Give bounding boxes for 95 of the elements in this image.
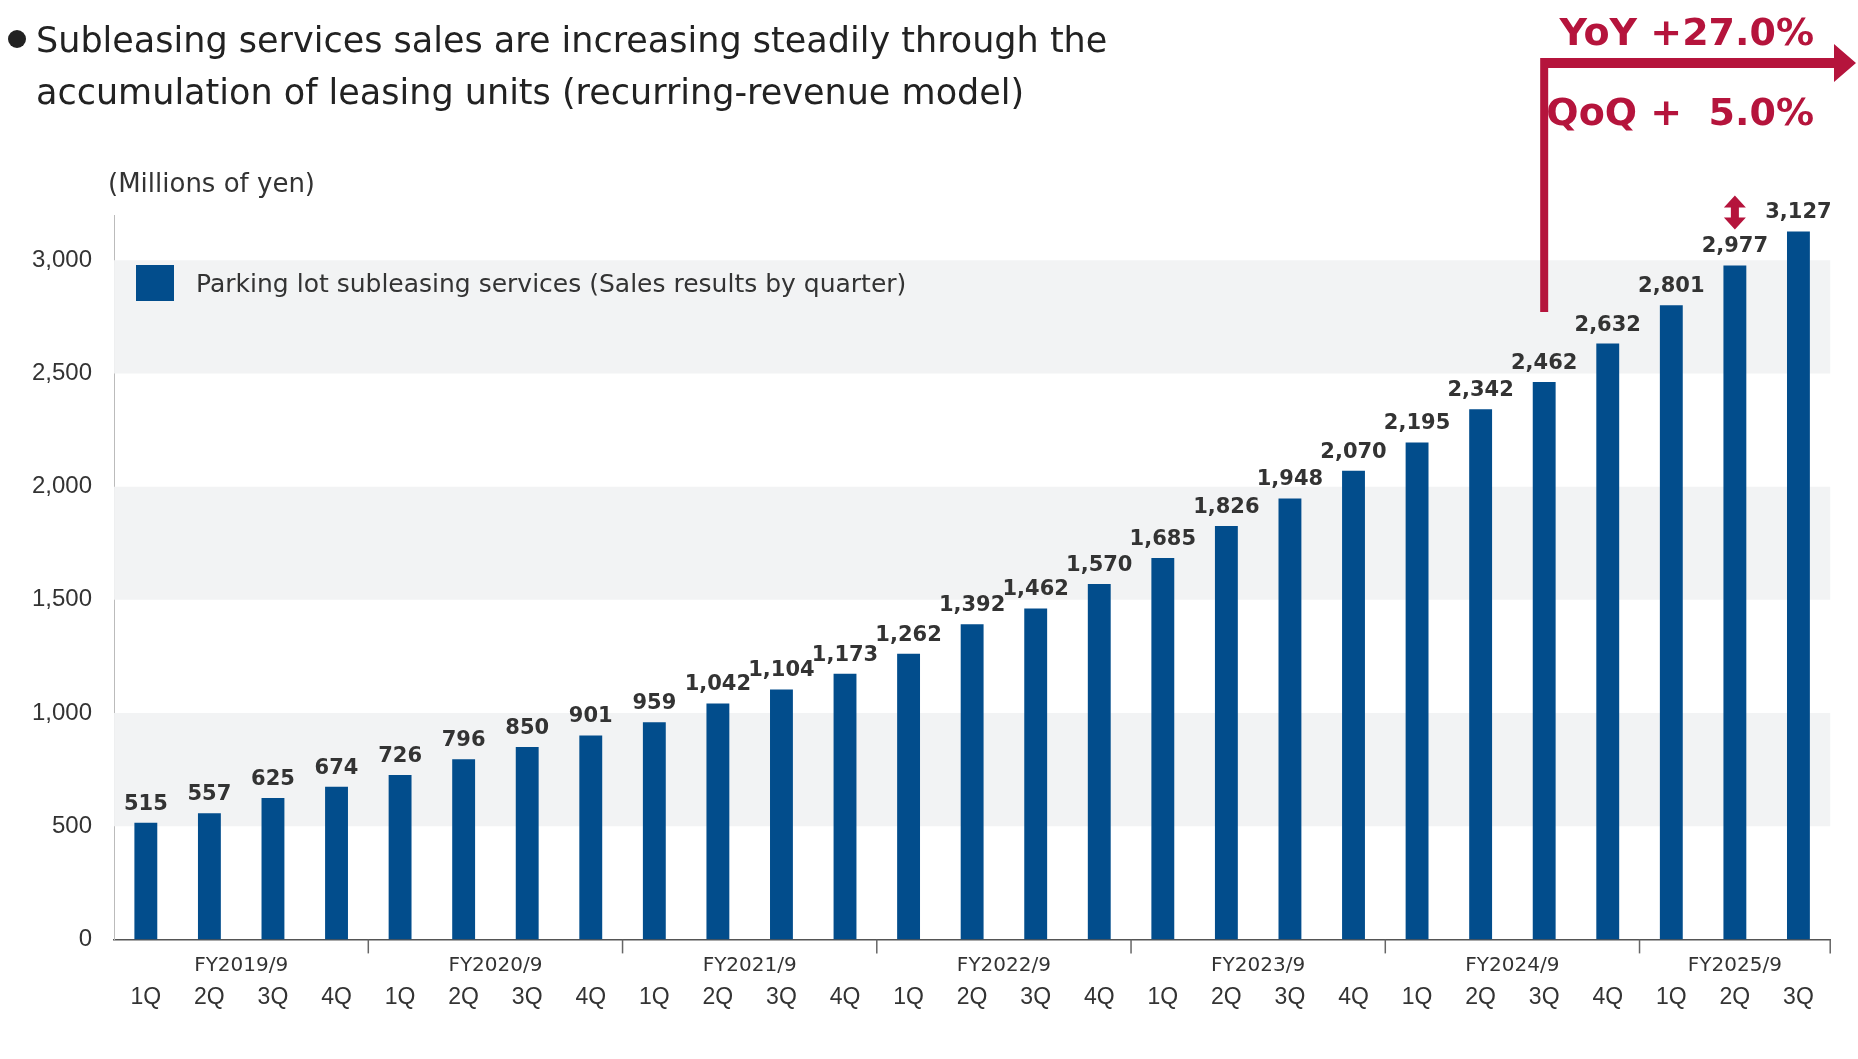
text: FY2022/9 xyxy=(956,951,1051,976)
text: FY2020/9 xyxy=(448,951,543,976)
x-tick-label: 3Q xyxy=(511,982,543,1009)
y-tick-label: 0 xyxy=(78,924,93,952)
data-label: 726 xyxy=(378,743,423,767)
x-tick-label: 4Q xyxy=(1083,982,1115,1009)
data-label: 2,801 xyxy=(1638,273,1705,298)
bar xyxy=(325,786,348,940)
bar xyxy=(1659,305,1683,940)
x-tick-label: 4Q xyxy=(1592,982,1624,1009)
data-label: 1,826 xyxy=(1193,493,1260,518)
bar xyxy=(706,703,730,940)
data-label: 515 xyxy=(123,790,168,815)
bar xyxy=(1342,470,1365,940)
bar xyxy=(134,822,158,940)
text: FY2023/9 xyxy=(1211,951,1306,976)
data-label: 2,462 xyxy=(1510,350,1578,375)
data-label: 557 xyxy=(187,781,232,806)
y-tick-label: 500 xyxy=(52,810,93,838)
bar xyxy=(770,689,793,940)
bar xyxy=(1787,231,1810,940)
x-tick-label: 1Q xyxy=(384,982,416,1009)
bar xyxy=(1151,557,1175,940)
x-tick-label: 2Q xyxy=(1211,982,1242,1009)
text: YoY +27.0% xyxy=(1559,10,1814,54)
legend-label: Parking lot subleasing services (Sales results by quarter) xyxy=(196,268,907,298)
text: FY2025/9 xyxy=(1687,951,1782,976)
data-label: 2,342 xyxy=(1447,377,1514,402)
bar xyxy=(833,673,857,940)
text: QoQ + 5.0% xyxy=(1546,90,1814,134)
text: FY2024/9 xyxy=(1465,951,1560,976)
data-label: 3,127 xyxy=(1765,199,1832,224)
x-tick-label: 1Q xyxy=(130,982,162,1009)
data-label: 674 xyxy=(314,754,359,779)
x-tick-label: 2Q xyxy=(702,982,734,1009)
y-tick-label: 2,500 xyxy=(32,358,93,386)
x-tick-label: 4Q xyxy=(829,982,861,1009)
bar xyxy=(1405,442,1429,940)
data-label: 625 xyxy=(251,765,295,790)
bar xyxy=(1214,526,1238,940)
data-label: 2,977 xyxy=(1701,233,1769,258)
data-label: 850 xyxy=(505,714,550,739)
x-tick-label: 2Q xyxy=(956,982,988,1009)
bar xyxy=(1024,608,1048,940)
x-tick-label: 2Q xyxy=(448,982,479,1009)
bar xyxy=(1532,382,1556,940)
data-label: 901 xyxy=(568,703,613,728)
y-tick-label: 1,500 xyxy=(32,584,93,612)
x-tick-label: 4Q xyxy=(575,982,607,1009)
data-label: 2,195 xyxy=(1383,410,1451,435)
text: FY2019/9 xyxy=(194,951,289,976)
bar xyxy=(261,797,285,940)
bar xyxy=(642,722,666,940)
bar xyxy=(1278,498,1302,940)
text: FY2021/9 xyxy=(702,951,797,976)
bar xyxy=(579,735,603,940)
y-tick-label: 1,000 xyxy=(32,697,93,725)
x-tick-label: 1Q xyxy=(1147,982,1179,1009)
x-tick-label: 3Q xyxy=(257,982,289,1009)
x-tick-label: 3Q xyxy=(1274,982,1306,1009)
data-label: 1,392 xyxy=(938,592,1006,617)
bar xyxy=(1087,583,1111,940)
bar xyxy=(197,813,221,940)
bar xyxy=(1469,409,1493,940)
data-label: 2,070 xyxy=(1320,438,1387,463)
x-tick-label: 1Q xyxy=(1401,982,1433,1009)
x-tick-label: 4Q xyxy=(321,982,352,1009)
bar xyxy=(960,624,984,940)
bar xyxy=(515,746,539,940)
data-label: 796 xyxy=(441,727,486,752)
x-tick-label: 1Q xyxy=(1655,982,1687,1009)
data-label: 1,570 xyxy=(1066,551,1133,576)
bar xyxy=(1723,265,1747,940)
data-label: 1,948 xyxy=(1256,466,1324,491)
chart-title: Subleasing services sales are increasing steadily through the accumulation of leasing units (recurring-revenue model) xyxy=(35,19,1109,114)
y-tick-label: 2,000 xyxy=(32,471,93,499)
x-tick-label: 3Q xyxy=(1528,982,1560,1009)
bar xyxy=(1596,343,1620,940)
y-axis-title: (Millions of yen) xyxy=(108,168,315,198)
y-tick-label: 3,000 xyxy=(32,244,93,272)
data-label: 959 xyxy=(632,690,677,715)
x-tick-label: 1Q xyxy=(638,982,670,1009)
bar xyxy=(897,653,921,940)
bar xyxy=(452,759,476,940)
x-tick-label: 2Q xyxy=(194,982,225,1009)
x-tick-label: 4Q xyxy=(1338,982,1369,1009)
x-tick-label: 2Q xyxy=(1719,982,1751,1009)
data-label: 1,685 xyxy=(1129,525,1197,550)
x-tick-label: 1Q xyxy=(893,982,924,1009)
x-tick-label: 3Q xyxy=(1020,982,1052,1009)
x-tick-label: 3Q xyxy=(766,982,797,1009)
bar xyxy=(388,775,412,940)
data-label: 2,632 xyxy=(1574,311,1641,336)
x-tick-label: 2Q xyxy=(1465,982,1496,1009)
x-tick-label: 3Q xyxy=(1783,982,1814,1009)
